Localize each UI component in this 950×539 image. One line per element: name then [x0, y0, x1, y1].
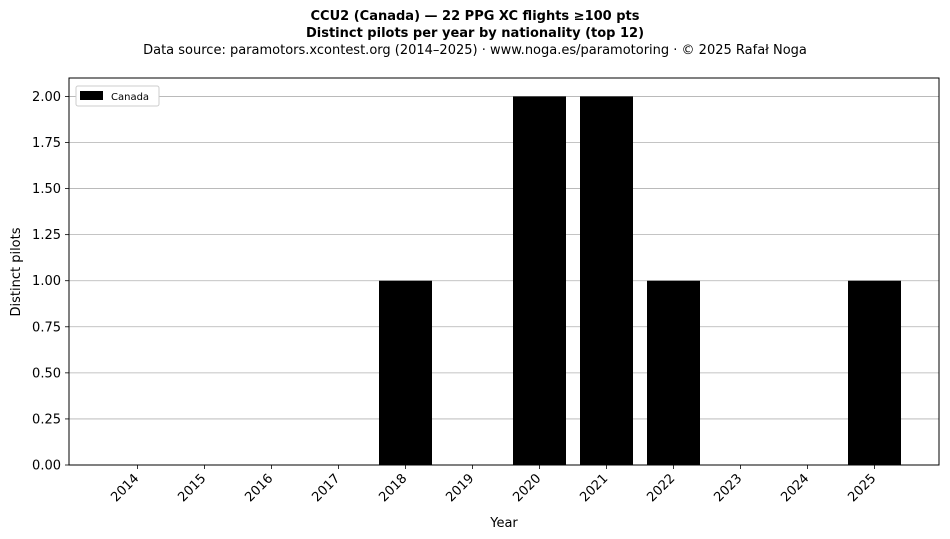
y-tick-label: 1.75: [32, 136, 61, 151]
y-tick-label: 1.25: [32, 228, 61, 243]
chart-title: CCU2 (Canada) — 22 PPG XC flights ≥100 p…: [310, 9, 640, 24]
y-tick-label: 0.50: [32, 366, 61, 381]
chart-source-note: Data source: paramotors.xcontest.org (20…: [143, 43, 807, 58]
x-tick-label: 2021: [577, 471, 611, 505]
x-axis-ticks: 2014 2015 2016 2017 2018 2019 2020 2021 2022 2023…: [108, 465, 879, 505]
bar-2025: [848, 280, 901, 465]
y-tick-label: 0.75: [32, 320, 61, 335]
y-axis-ticks: 0.00 0.25 0.50 0.75 1.00 1.25 1.50 1.75 2.00: [32, 90, 69, 474]
x-tick-label: 2017: [309, 471, 343, 505]
x-axis-label: Year: [489, 516, 518, 531]
x-tick-label: 2016: [242, 471, 276, 505]
bar-2021: [580, 96, 633, 465]
x-tick-label: 2014: [108, 471, 142, 505]
x-tick-label: 2023: [711, 471, 745, 505]
x-tick-label: 2015: [175, 471, 209, 505]
y-tick-label: 1.00: [32, 274, 61, 289]
bar-2020: [513, 96, 566, 465]
x-tick-label: 2020: [510, 471, 544, 505]
y-tick-label: 2.00: [32, 90, 61, 105]
x-tick-label: 2022: [644, 471, 678, 505]
axes-frame: [68, 77, 940, 466]
legend: Canada: [75, 85, 160, 107]
x-tick-label: 2024: [778, 471, 812, 505]
y-tick-label: 0.00: [32, 459, 61, 474]
bar-2018: [379, 280, 432, 465]
y-axis-label: Distinct pilots: [9, 227, 24, 316]
y-tick-label: 1.50: [32, 182, 61, 197]
bars: [379, 96, 901, 465]
x-tick-label: 2025: [845, 471, 879, 505]
legend-label-canada: Canada: [111, 92, 149, 103]
chart-title-block: CCU2 (Canada) — 22 PPG XC flights ≥100 p…: [0, 8, 950, 59]
x-tick-label: 2018: [376, 471, 410, 505]
chart-subtitle: Distinct pilots per year by nationality …: [305, 26, 645, 41]
x-tick-label: 2019: [443, 471, 477, 505]
y-tick-label: 0.25: [32, 412, 61, 427]
bar-2022: [647, 280, 700, 465]
gridlines: [69, 96, 939, 466]
legend-swatch-canada: [80, 91, 103, 100]
